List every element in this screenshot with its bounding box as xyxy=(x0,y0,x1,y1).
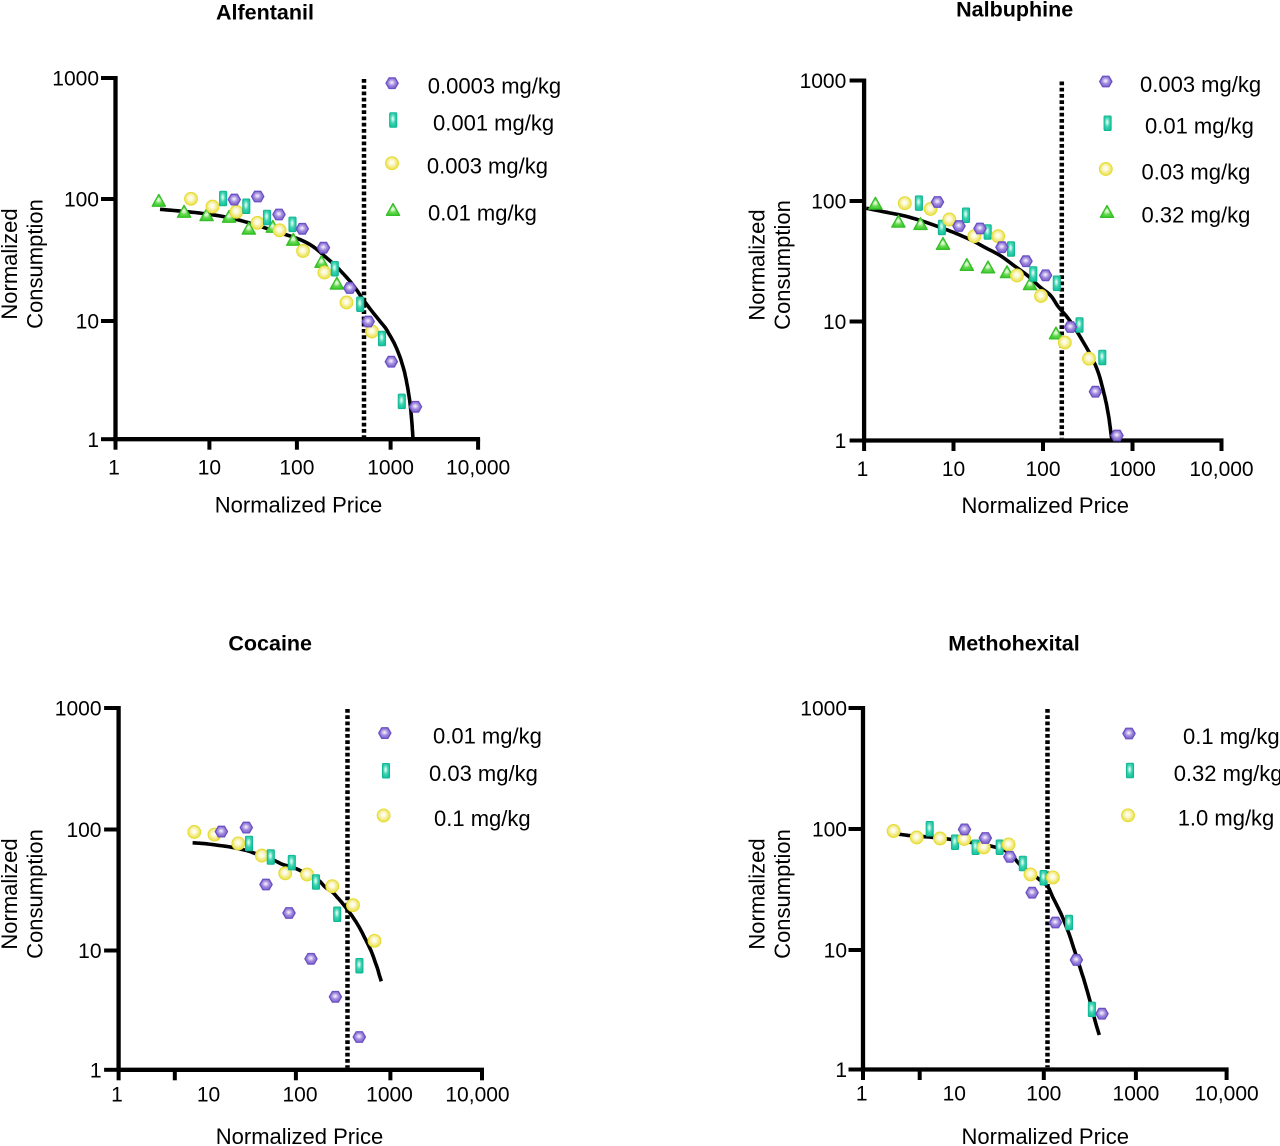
svg-text:1000: 1000 xyxy=(52,68,99,91)
svg-text:100: 100 xyxy=(282,1084,317,1107)
svg-text:Normalized Price: Normalized Price xyxy=(216,1124,384,1146)
svg-text:Alfentanil: Alfentanil xyxy=(216,1,314,25)
svg-text:10: 10 xyxy=(823,311,846,334)
svg-text:0.32 mg/kg: 0.32 mg/kg xyxy=(1142,202,1251,227)
svg-text:10,000: 10,000 xyxy=(446,457,510,480)
svg-text:Consumption: Consumption xyxy=(23,199,48,329)
svg-text:0.003 mg/kg: 0.003 mg/kg xyxy=(427,154,548,179)
svg-text:1000: 1000 xyxy=(55,698,102,721)
svg-text:Normalized: Normalized xyxy=(744,209,769,320)
svg-text:Normalized: Normalized xyxy=(744,838,769,949)
svg-text:1: 1 xyxy=(108,457,120,480)
svg-text:0.01 mg/kg: 0.01 mg/kg xyxy=(433,723,542,748)
svg-text:Normalized Price: Normalized Price xyxy=(962,493,1130,518)
svg-text:100: 100 xyxy=(811,191,846,214)
svg-text:Consumption: Consumption xyxy=(770,200,795,330)
svg-text:1: 1 xyxy=(835,1059,847,1082)
svg-text:10,000: 10,000 xyxy=(445,1084,509,1107)
svg-text:Normalized Price: Normalized Price xyxy=(962,1124,1130,1146)
svg-text:1000: 1000 xyxy=(366,1084,413,1107)
svg-text:Methohexital: Methohexital xyxy=(948,631,1079,655)
svg-text:0.1 mg/kg: 0.1 mg/kg xyxy=(434,806,531,831)
svg-text:Nalbuphine: Nalbuphine xyxy=(956,0,1073,22)
svg-text:Consumption: Consumption xyxy=(770,829,795,959)
svg-text:1: 1 xyxy=(87,429,99,452)
svg-text:10: 10 xyxy=(198,457,221,480)
svg-text:100: 100 xyxy=(812,819,847,842)
svg-text:0.001 mg/kg: 0.001 mg/kg xyxy=(433,110,554,135)
svg-text:0.1 mg/kg: 0.1 mg/kg xyxy=(1183,724,1280,749)
svg-text:1000: 1000 xyxy=(800,698,847,721)
svg-text:1000: 1000 xyxy=(1113,1083,1160,1106)
svg-text:0.03 mg/kg: 0.03 mg/kg xyxy=(429,761,538,786)
svg-text:1: 1 xyxy=(856,1083,868,1106)
svg-text:10: 10 xyxy=(942,458,965,481)
svg-text:10,000: 10,000 xyxy=(1194,1083,1258,1106)
svg-text:1: 1 xyxy=(111,1084,123,1107)
svg-text:Cocaine: Cocaine xyxy=(228,631,312,655)
svg-text:0.01 mg/kg: 0.01 mg/kg xyxy=(428,200,537,225)
svg-text:100: 100 xyxy=(64,189,99,212)
svg-text:10: 10 xyxy=(824,940,847,963)
svg-text:1000: 1000 xyxy=(1109,458,1156,481)
svg-text:10: 10 xyxy=(76,311,99,334)
svg-text:100: 100 xyxy=(1025,458,1060,481)
svg-text:0.01 mg/kg: 0.01 mg/kg xyxy=(1145,114,1254,139)
svg-text:Normalized: Normalized xyxy=(0,838,22,949)
svg-text:0.32 mg/kg: 0.32 mg/kg xyxy=(1174,761,1280,786)
svg-text:1000: 1000 xyxy=(800,70,847,93)
svg-text:1.0 mg/kg: 1.0 mg/kg xyxy=(1178,806,1275,831)
svg-text:0.0003 mg/kg: 0.0003 mg/kg xyxy=(428,74,561,99)
svg-text:100: 100 xyxy=(279,457,314,480)
svg-text:10: 10 xyxy=(197,1084,220,1107)
svg-text:Consumption: Consumption xyxy=(23,829,48,959)
svg-text:1: 1 xyxy=(857,458,869,481)
svg-text:100: 100 xyxy=(1026,1083,1061,1106)
svg-text:0.03 mg/kg: 0.03 mg/kg xyxy=(1142,159,1251,184)
svg-text:Normalized Price: Normalized Price xyxy=(215,493,383,518)
svg-text:0.003 mg/kg: 0.003 mg/kg xyxy=(1140,72,1261,97)
svg-text:10: 10 xyxy=(78,940,101,963)
svg-text:1000: 1000 xyxy=(367,457,414,480)
svg-text:1: 1 xyxy=(835,430,847,453)
svg-text:10: 10 xyxy=(943,1083,966,1106)
svg-text:Normalized: Normalized xyxy=(0,208,22,319)
svg-text:1: 1 xyxy=(90,1059,102,1082)
svg-text:10,000: 10,000 xyxy=(1189,458,1253,481)
svg-text:100: 100 xyxy=(66,819,101,842)
